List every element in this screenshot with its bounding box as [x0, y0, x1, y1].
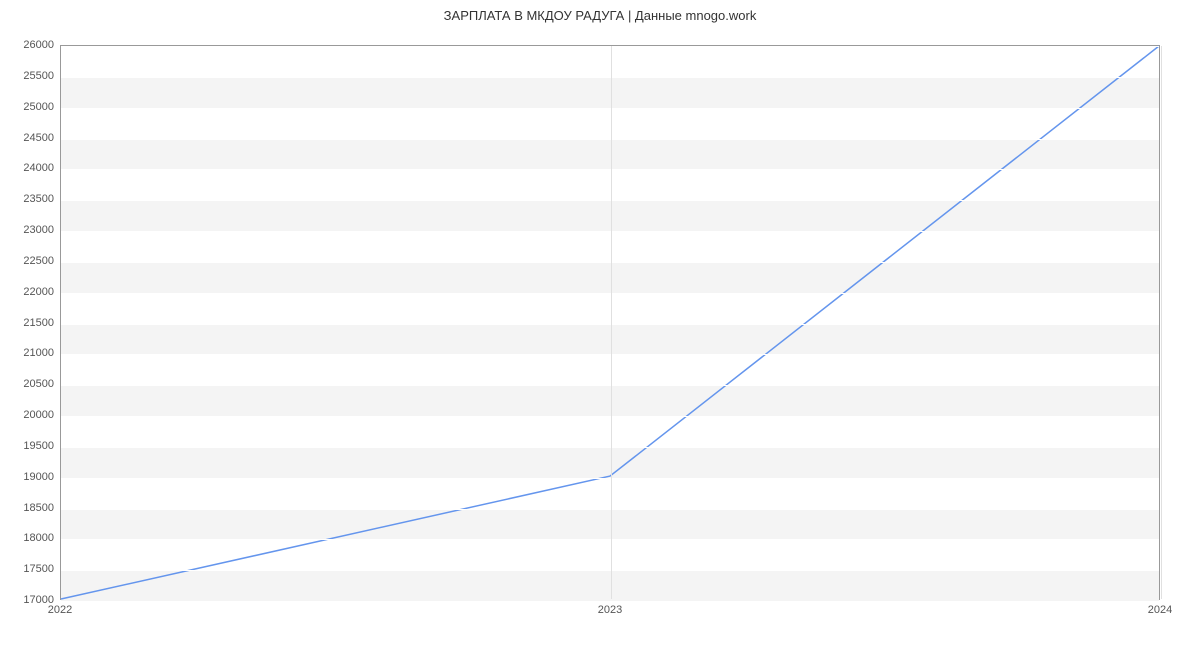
grid-line: [61, 293, 1159, 294]
grid-line: [61, 354, 1159, 355]
y-tick-label: 23000: [14, 224, 54, 236]
y-tick-label: 20000: [14, 409, 54, 421]
y-tick-label: 17500: [14, 563, 54, 575]
x-tick-label: 2024: [1148, 604, 1172, 616]
y-tick-label: 26000: [14, 39, 54, 51]
grid-line: [61, 77, 1159, 78]
grid-line: [61, 416, 1159, 417]
grid-line: [61, 324, 1159, 325]
y-tick-label: 22500: [14, 255, 54, 267]
plot-area: [60, 45, 1160, 600]
y-tick-label: 19500: [14, 440, 54, 452]
grid-line: [61, 385, 1159, 386]
grid-line: [611, 46, 612, 599]
grid-line: [1161, 46, 1162, 599]
y-tick-label: 18500: [14, 502, 54, 514]
salary-chart: ЗАРПЛАТА В МКДОУ РАДУГА | Данные mnogo.w…: [0, 0, 1200, 650]
line-series: [61, 46, 1159, 599]
grid-line: [61, 139, 1159, 140]
y-tick-label: 23500: [14, 193, 54, 205]
grid-line: [61, 478, 1159, 479]
y-tick-label: 21000: [14, 347, 54, 359]
y-tick-label: 22000: [14, 286, 54, 298]
y-tick-label: 19000: [14, 471, 54, 483]
grid-line: [61, 46, 1159, 47]
x-tick-label: 2022: [48, 604, 72, 616]
grid-line: [61, 231, 1159, 232]
grid-line: [61, 539, 1159, 540]
grid-line: [61, 262, 1159, 263]
y-tick-label: 25500: [14, 70, 54, 82]
y-tick-label: 24000: [14, 162, 54, 174]
series-line: [61, 46, 1159, 599]
chart-title: ЗАРПЛАТА В МКДОУ РАДУГА | Данные mnogo.w…: [0, 0, 1200, 23]
y-tick-label: 25000: [14, 101, 54, 113]
grid-line: [61, 601, 1159, 602]
grid-line: [61, 447, 1159, 448]
x-tick-label: 2023: [598, 604, 622, 616]
y-tick-label: 24500: [14, 132, 54, 144]
grid-line: [61, 200, 1159, 201]
grid-line: [61, 108, 1159, 109]
y-tick-label: 20500: [14, 378, 54, 390]
grid-line: [61, 169, 1159, 170]
y-tick-label: 18000: [14, 532, 54, 544]
grid-line: [61, 509, 1159, 510]
y-tick-label: 21500: [14, 317, 54, 329]
grid-line: [61, 570, 1159, 571]
